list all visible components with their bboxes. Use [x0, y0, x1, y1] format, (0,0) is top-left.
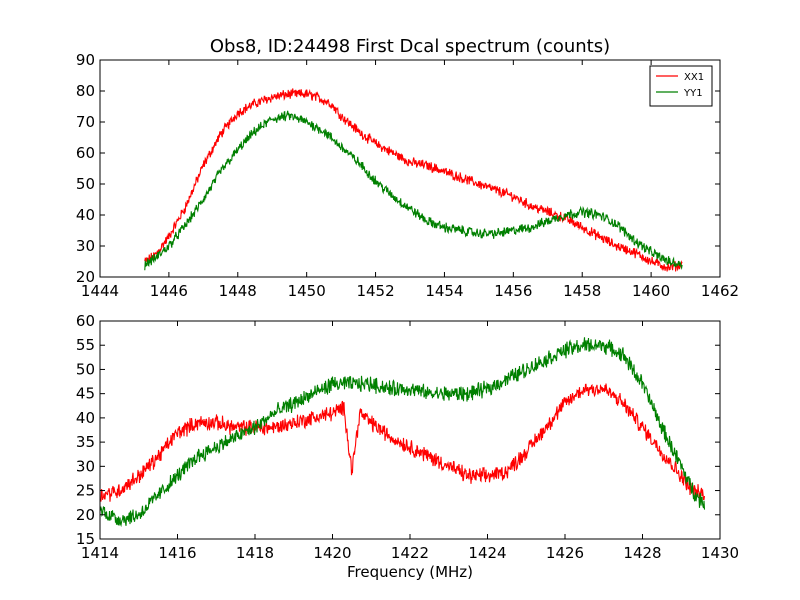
x-axis-label: Frequency (MHz): [347, 563, 473, 581]
series-line-xx1: [144, 88, 683, 272]
x-tick-label: 1426: [546, 544, 584, 562]
x-tick-label: 1450: [288, 282, 326, 300]
y-tick-label: 30: [76, 457, 95, 475]
y-tick-label: 80: [76, 82, 95, 100]
y-tick-label: 60: [76, 144, 95, 162]
y-tick-label: 25: [76, 482, 95, 500]
bottom-panel: 1414 1416 1418 1420 1422 1424 1426 1428 1430 15 20…: [76, 312, 739, 562]
x-tick-label: 1420: [313, 544, 351, 562]
figure-title: Obs8, ID:24498 First Dcal spectrum (coun…: [210, 36, 610, 57]
y-tick-label: 45: [76, 385, 95, 403]
y-tick-label: 15: [76, 530, 95, 548]
series-line-panel1-1: [100, 337, 706, 528]
x-tick-label: 1452: [356, 282, 394, 300]
series-line-yy1: [144, 110, 683, 271]
x-tick-label: 1414: [81, 544, 119, 562]
x-tick-label: 1424: [468, 544, 506, 562]
x-tick-label: 1460: [632, 282, 670, 300]
y-tick-label: 20: [76, 268, 95, 286]
y-tick-label: 40: [76, 206, 95, 224]
y-tick-label: 40: [76, 409, 95, 427]
legend-label: XX1: [684, 72, 704, 83]
y-tick-label: 70: [76, 113, 95, 131]
y-tick-label: 50: [76, 175, 95, 193]
legend-box: [649, 65, 713, 107]
y-tick-label: 50: [76, 360, 95, 378]
y-tick-label: 35: [76, 433, 95, 451]
x-tick-label: 1454: [425, 282, 463, 300]
x-tick-label: 1430: [701, 544, 739, 562]
x-tick-label: 1416: [158, 544, 196, 562]
y-tick-label: 60: [76, 312, 95, 330]
x-tick-label: 1422: [391, 544, 429, 562]
x-tick-label: 1462: [701, 282, 739, 300]
series-line-panel1-0: [100, 383, 706, 503]
x-tick-label: 1428: [623, 544, 661, 562]
series-group: [144, 88, 683, 272]
y-tick-label: 55: [76, 336, 95, 354]
x-tick-label: 1448: [219, 282, 257, 300]
y-tick-label: 30: [76, 237, 95, 255]
y-tick-label: 90: [76, 51, 95, 69]
legend-label: YY1: [683, 88, 703, 99]
axes-frame: [99, 59, 721, 278]
top-panel: 1444 1446 1448 1450 1452 1454 1456 1458 1460 1462…: [76, 51, 739, 300]
x-tick-label: 1458: [563, 282, 601, 300]
y-tick-label: 20: [76, 506, 95, 524]
x-tick-label: 1444: [81, 282, 119, 300]
x-tick-label: 1456: [494, 282, 532, 300]
series-group: [100, 337, 706, 528]
x-tick-label: 1418: [236, 544, 274, 562]
x-tick-label: 1446: [150, 282, 188, 300]
